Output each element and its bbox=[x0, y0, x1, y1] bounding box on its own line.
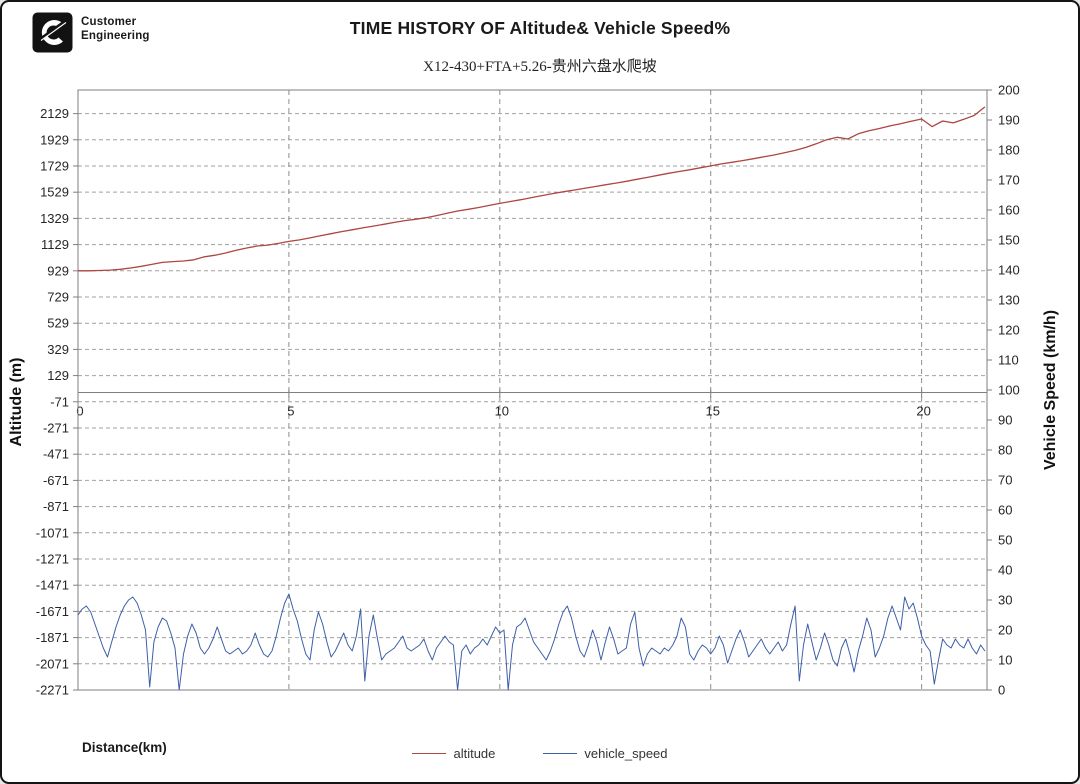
right-tick-label: 90 bbox=[998, 413, 1012, 428]
left-tick-label: -1671 bbox=[36, 604, 69, 619]
right-tick-label: 80 bbox=[998, 443, 1012, 458]
right-tick-label: 70 bbox=[998, 473, 1012, 488]
chart-legend: altitude vehicle_speed bbox=[2, 746, 1078, 761]
right-tick-label: 170 bbox=[998, 173, 1020, 188]
left-tick-label: 929 bbox=[47, 263, 69, 278]
right-tick-label: 110 bbox=[998, 353, 1019, 368]
x-tick-label: 15 bbox=[705, 403, 719, 418]
legend-label-vehicle-speed: vehicle_speed bbox=[584, 746, 668, 761]
left-tick-label: -1271 bbox=[36, 551, 69, 566]
left-tick-label: -871 bbox=[43, 499, 69, 514]
left-tick-label: -471 bbox=[43, 447, 69, 462]
right-tick-label: 100 bbox=[998, 383, 1020, 398]
chart-title: TIME HISTORY OF Altitude& Vehicle Speed% bbox=[349, 18, 731, 38]
right-axis-title: Vehicle Speed (km/h) bbox=[1042, 310, 1059, 470]
logo-text-line2: Engineering bbox=[81, 30, 150, 42]
right-tick-label: 180 bbox=[998, 143, 1020, 158]
vehicle_speed-line bbox=[77, 593, 986, 691]
right-ticks: 2001901801701601501401301201101009080706… bbox=[987, 83, 1020, 698]
right-tick-label: 20 bbox=[998, 623, 1012, 638]
v-gridlines: 0 5 10 15 20 bbox=[76, 90, 931, 690]
right-tick-label: 130 bbox=[998, 293, 1020, 308]
right-tick-label: 200 bbox=[998, 83, 1020, 98]
chart-subtitle: X12-430+FTA+5.26-贵州六盘水爬坡 bbox=[423, 59, 657, 75]
x-axis-title: Distance(km) bbox=[82, 740, 167, 755]
left-tick-label: 1529 bbox=[40, 185, 69, 200]
left-axis-title: Altitude (m) bbox=[8, 358, 25, 447]
right-tick-label: 60 bbox=[998, 503, 1012, 518]
x-tick-label: 5 bbox=[287, 403, 294, 418]
left-tick-label: -2271 bbox=[36, 683, 69, 698]
altitude-line bbox=[78, 106, 986, 272]
left-tick-label: -1471 bbox=[36, 578, 69, 593]
left-tick-label: -1071 bbox=[36, 525, 69, 540]
right-tick-label: 50 bbox=[998, 533, 1012, 548]
legend-label-altitude: altitude bbox=[453, 746, 496, 761]
left-tick-label: 1929 bbox=[40, 132, 69, 147]
left-tick-label: -671 bbox=[43, 473, 69, 488]
right-tick-label: 30 bbox=[998, 593, 1012, 608]
legend-item-altitude: altitude bbox=[412, 746, 495, 761]
left-tick-label: 1129 bbox=[41, 237, 69, 252]
left-tick-label: 129 bbox=[47, 368, 69, 383]
x-tick-label: 0 bbox=[76, 403, 83, 418]
right-tick-label: 40 bbox=[998, 563, 1012, 578]
vehicle-speed-line-swatch-icon bbox=[543, 753, 578, 754]
right-tick-label: 160 bbox=[998, 203, 1020, 218]
h-gridlines: 2129 1929 1729 1529 1329 1129 929 729 529 329 129 -… bbox=[36, 106, 987, 698]
left-tick-label: 729 bbox=[47, 289, 69, 304]
right-tick-label: 0 bbox=[998, 683, 1005, 698]
left-tick-label: -1871 bbox=[36, 630, 69, 645]
left-tick-label: -71 bbox=[50, 394, 69, 409]
altitude-line-swatch-icon bbox=[412, 753, 447, 754]
legend-item-vehicle-speed: vehicle_speed bbox=[543, 746, 668, 761]
cummins-logo: Customer Engineering bbox=[32, 12, 150, 53]
right-tick-label: 190 bbox=[998, 113, 1020, 128]
logo-text-line1: Customer bbox=[81, 16, 137, 28]
plot-border bbox=[77, 89, 988, 691]
left-tick-label: 1729 bbox=[40, 158, 69, 173]
left-tick-label: 329 bbox=[47, 342, 69, 357]
left-tick-label: 529 bbox=[47, 316, 69, 331]
cummins-c-icon bbox=[32, 12, 73, 53]
right-tick-label: 140 bbox=[998, 263, 1020, 278]
left-tick-label: -2071 bbox=[36, 656, 69, 671]
logo-text: Customer Engineering bbox=[81, 12, 150, 43]
right-tick-label: 150 bbox=[998, 233, 1020, 248]
left-tick-label: -271 bbox=[43, 420, 69, 435]
x-tick-label: 10 bbox=[495, 403, 509, 418]
left-tick-label: 1329 bbox=[40, 211, 69, 226]
right-tick-label: 10 bbox=[998, 653, 1012, 668]
x-tick-label: 20 bbox=[916, 403, 930, 418]
left-tick-label: 2129 bbox=[40, 106, 69, 121]
right-tick-label: 120 bbox=[998, 323, 1020, 338]
